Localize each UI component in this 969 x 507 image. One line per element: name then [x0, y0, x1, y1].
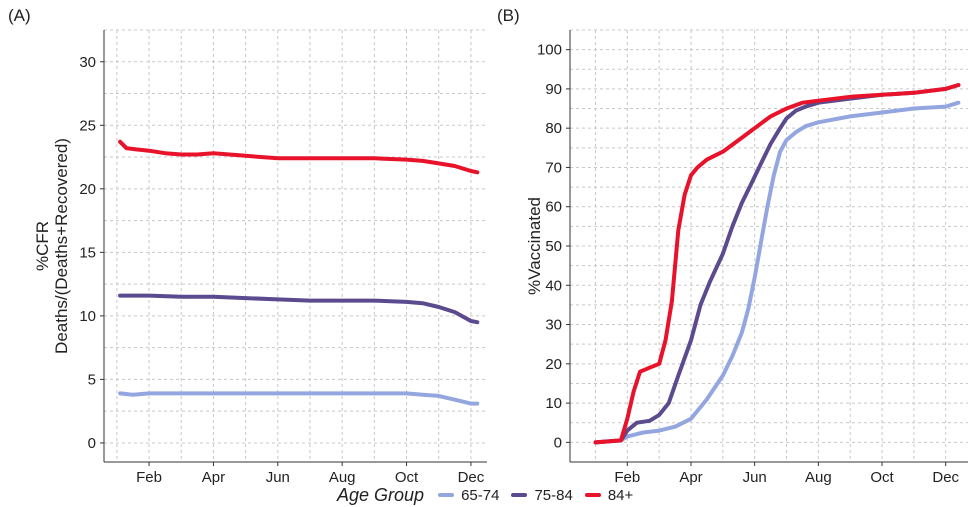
- y-axis-label: %Vaccinated: [525, 197, 544, 295]
- y-tick-label: 20: [545, 356, 562, 373]
- series-line-75-84: [593, 83, 961, 445]
- legend-swatch-65-74: [438, 493, 455, 497]
- x-tick-label: Apr: [679, 469, 702, 486]
- series-line-65-74: [118, 391, 480, 406]
- x-tick-label: Dec: [932, 469, 959, 486]
- y-tick-label: 100: [537, 42, 562, 59]
- y-tick-label: 90: [545, 81, 562, 98]
- legend-label-65-74: 65-74: [461, 486, 500, 504]
- legend-swatch-84-plus: [584, 493, 601, 497]
- x-tick-label: Feb: [614, 469, 640, 486]
- legend-item-65-74: 65-74: [438, 487, 499, 504]
- y-tick-label: 15: [79, 244, 96, 261]
- legend-title: Age Group: [337, 484, 425, 505]
- series-line-84-plus: [118, 139, 480, 175]
- x-tick-label: Apr: [202, 469, 225, 486]
- x-tick-label: Feb: [136, 469, 162, 486]
- series-line-75-84: [118, 293, 480, 325]
- panel-b-chart: 0 10 20 30 40 50 60 70 80 90 100 Feb Apr Jun Aug Oct Dec…: [525, 29, 968, 486]
- y-tick-label: 40: [545, 277, 562, 294]
- y-tick-label: 0: [88, 435, 96, 452]
- legend: Age Group 65-74 75-84 84+: [337, 484, 645, 506]
- series-line-65-74: [593, 100, 961, 445]
- y-axis-label: %CFR: [33, 221, 52, 271]
- y-tick-label: 10: [545, 395, 562, 412]
- x-tick-label: Jun: [266, 469, 290, 486]
- y-tick-label: 30: [545, 317, 562, 334]
- x-tick-label: Aug: [805, 469, 832, 486]
- panel-a-label: (A): [8, 6, 31, 25]
- y-tick-label: 20: [79, 181, 96, 198]
- y-tick-label: 30: [79, 54, 96, 71]
- y-axis-label-line-2: Deaths/(Deaths+Recovered): [52, 138, 71, 354]
- x-tick-label: Dec: [458, 469, 485, 486]
- y-tick-label: 5: [88, 371, 96, 388]
- y-tick-label: 60: [545, 199, 562, 216]
- y-tick-label: 25: [79, 117, 96, 134]
- panel-a-chart: 0 5 10 15 20 25 30 Feb Apr Jun Aug Oct Dec %CFR Deaths…: [33, 29, 487, 486]
- y-tick-label: 70: [545, 159, 562, 176]
- x-tick-label: Aug: [329, 469, 356, 486]
- legend-label-84-plus: 84+: [607, 486, 634, 504]
- legend-label-75-84: 75-84: [534, 486, 573, 504]
- y-tick-label: 50: [545, 238, 562, 255]
- x-tick-label: Oct: [870, 469, 894, 486]
- panel-b-label: (B): [497, 6, 520, 25]
- legend-swatch-75-84: [511, 493, 528, 497]
- y-tick-label: 10: [79, 308, 96, 325]
- legend-item-84-plus: 84+: [584, 486, 634, 504]
- x-tick-label: Oct: [395, 469, 419, 486]
- series-line-84-plus: [593, 83, 961, 445]
- x-tick-label: Jun: [743, 469, 767, 486]
- legend-item-75-84: 75-84: [511, 486, 573, 504]
- y-tick-label: 0: [554, 434, 562, 451]
- y-tick-label: 80: [545, 120, 562, 137]
